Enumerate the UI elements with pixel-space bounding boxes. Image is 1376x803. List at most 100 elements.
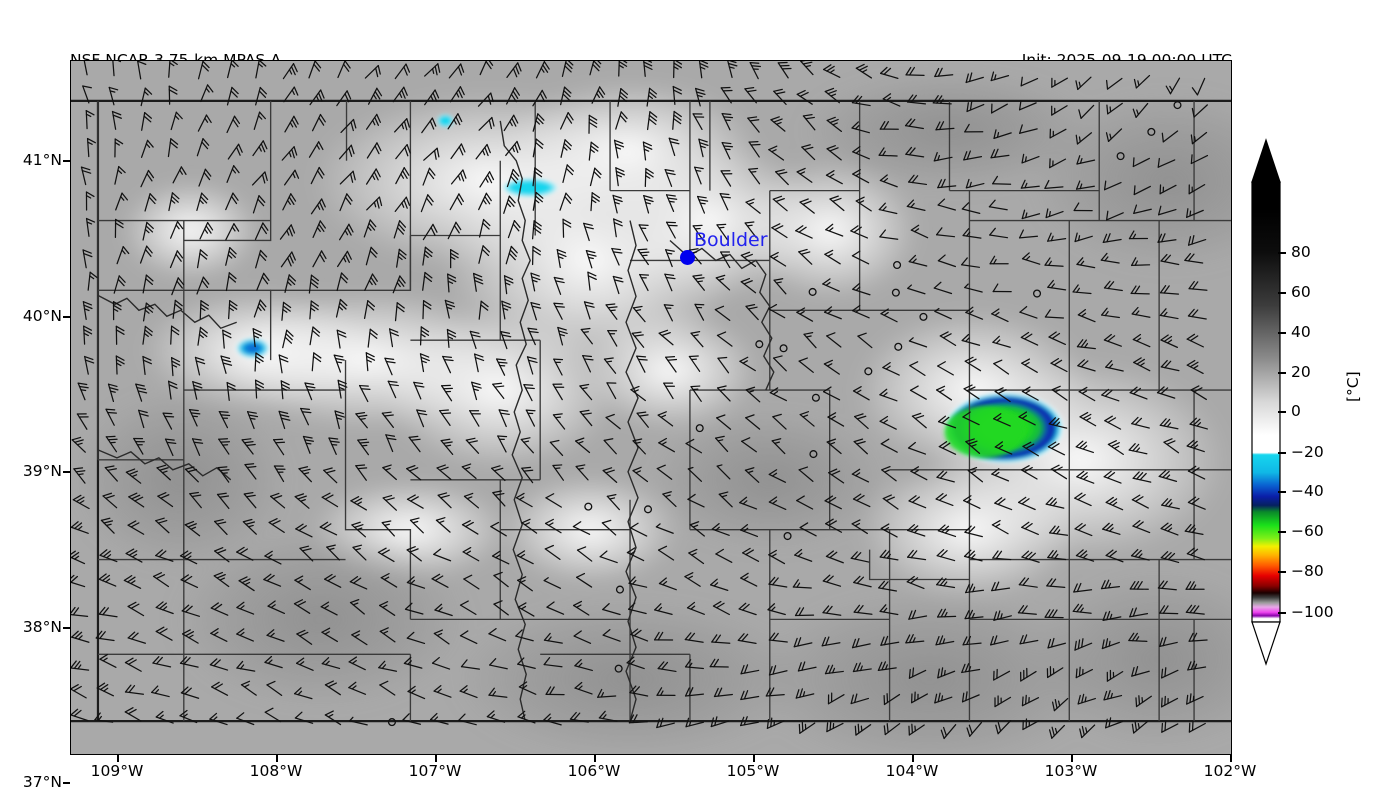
colorbar[interactable]: 80 60 40 20 0 −20 −40 −60 −80 −100 [1251,138,1334,666]
wind-barb [935,635,955,646]
wind-barb [1190,154,1209,165]
wind-barb [827,412,845,427]
wind-barb [113,275,126,294]
wind-barb [936,577,956,589]
wind-barb [646,87,658,107]
wind-barb [1133,204,1152,214]
wind-barb [84,355,95,375]
wind-barb [937,415,957,429]
wind-barb [543,577,562,589]
wind-barb [769,251,787,267]
lon-tick-label-109: 109°W [90,762,144,780]
wind-barb [86,137,96,158]
wind-barb [989,635,1009,646]
wind-barb [1191,104,1208,118]
wind-barb [711,523,730,536]
wind-barb [517,657,536,669]
wind-barb [1021,521,1039,536]
wind-barb [433,629,450,645]
wind-barb [155,710,174,724]
wind-barb [591,86,606,104]
wind-barb [851,250,870,265]
wind-barb [1161,721,1179,733]
wind-barb [348,716,368,726]
wind-barb [478,300,489,320]
wind-barb [471,381,482,401]
wind-barb [961,333,981,346]
wind-barb [740,690,760,701]
wind-barb [991,468,1010,482]
wind-barb [1128,443,1148,455]
wind-barb [392,86,408,103]
wind-barb [688,355,701,372]
wind-barb [694,87,706,107]
wind-barb [796,307,814,322]
wind-barb [181,604,201,617]
wind-barb [767,603,786,616]
wind-barb [800,61,814,76]
wind-barb [1021,550,1040,563]
wind-barb [302,435,315,454]
wind-barb [450,249,459,269]
wind-barb [939,331,957,347]
wind-barb [574,681,593,695]
wind-barb [715,274,731,291]
wind-barb [698,138,709,158]
wind-barb [1078,104,1095,119]
wind-barb [907,441,927,455]
wind-barb [824,87,840,104]
wind-barb [112,61,122,77]
wind-barb [517,602,535,617]
wind-barb [83,325,93,345]
wind-barb [1105,77,1123,90]
wind-barb [1186,208,1204,218]
wind-barb [475,143,491,160]
wind-barb [406,465,422,481]
wind-barb [270,492,286,509]
wind-barb [879,229,899,240]
wind-barb [716,331,733,347]
wind-barb [1104,415,1122,430]
wind-barb [392,275,406,294]
calm-wind-circle [1032,289,1042,298]
wind-barb [1160,522,1179,536]
wind-barb [628,602,647,615]
map-panel[interactable]: Boulder [70,60,1232,755]
wind-barb [463,492,480,509]
wind-barb [1130,548,1150,561]
wind-barb [933,152,953,162]
wind-barb [152,572,170,588]
wind-barb [252,195,266,214]
wind-barb [363,219,377,238]
lat-tick-mark-41 [63,160,70,162]
cell-nw-colorado [500,177,561,198]
wind-barb [211,681,229,696]
wind-barb [100,517,115,534]
wind-barb [1129,580,1149,590]
wind-barb [404,602,424,615]
wind-barb [573,630,592,644]
wind-barb [1190,385,1207,401]
wind-barb [279,224,296,240]
wind-barb [532,191,544,211]
wind-barb [995,720,1012,735]
wind-barb [1106,102,1123,115]
wind-barb [293,599,311,614]
wind-barb [1079,724,1096,739]
wind-barb [294,493,310,509]
wind-barb [574,659,593,672]
boulder-marker-dot[interactable] [680,250,695,265]
wind-barb [472,272,484,292]
wind-barb [462,546,480,562]
wind-barb [435,517,451,533]
wind-barb [461,463,477,480]
wind-barb [439,409,452,426]
wind-barb [253,111,266,130]
wind-barb [142,355,152,376]
wind-barb [1103,333,1122,347]
wind-barb [994,497,1013,511]
wind-barb [503,114,519,132]
wind-barb [191,438,204,456]
wind-barb [740,716,759,727]
wind-barb [266,680,283,696]
